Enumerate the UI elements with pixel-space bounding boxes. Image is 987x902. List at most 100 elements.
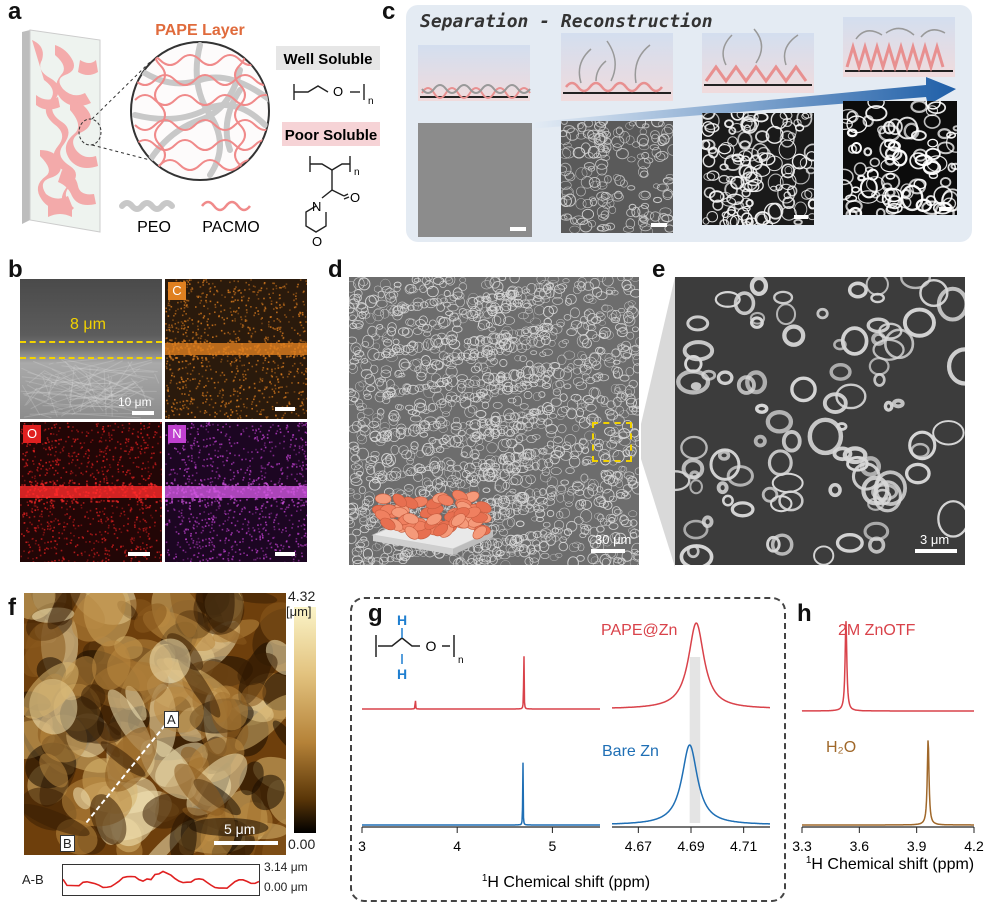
profile-min: 0.00 μm	[264, 880, 308, 894]
ether-oxygen: O	[426, 638, 437, 654]
scale-label: 5 μm	[224, 821, 256, 837]
h-top: H	[397, 612, 407, 628]
profile-line	[85, 718, 171, 824]
layer-bottom-line	[20, 357, 162, 359]
poor-soluble-label: Poor Soluble	[285, 127, 378, 144]
xlabel-h: 1H Chemical shift (ppm)	[806, 855, 974, 873]
sem-stage-3	[702, 113, 814, 225]
well-soluble-box	[276, 46, 380, 70]
colorbar-unit-text: [μm]	[286, 604, 312, 619]
h-tick-label: 3.6	[850, 838, 870, 854]
panel-a: PAPE Layer PEO PACMO Well Soluble O n Po…	[0, 0, 380, 250]
layer-thickness: 8 μm	[70, 316, 106, 333]
sem-top-view: 30 μm	[349, 277, 639, 565]
map-carbon-label: C	[168, 282, 186, 300]
pacmo-structure	[305, 156, 351, 233]
trace-bare-right	[612, 744, 770, 825]
pacmo-ring-oxygen: O	[312, 234, 322, 249]
map-nitrogen-label: N	[168, 425, 186, 443]
layer-top-line	[20, 341, 162, 343]
scale-label: 30 μm	[595, 532, 632, 547]
scale-label: 3 μm	[920, 532, 950, 547]
flake-illustration	[371, 489, 495, 555]
peo-strand	[119, 200, 175, 212]
map-carbon: C	[165, 279, 307, 419]
profile-label: A-B	[22, 872, 44, 887]
zoom-region	[78, 118, 102, 146]
peo-n: n	[368, 96, 374, 107]
xlabel-g: 1H Chemical shift (ppm)	[482, 873, 650, 891]
reconstruction-schematic	[418, 17, 956, 129]
trace-pape-right	[612, 622, 770, 709]
sem-zoom-view: 3 μm	[675, 277, 965, 565]
peo-molecule	[375, 628, 455, 664]
h-tick-label: 3.3	[792, 838, 812, 854]
cross-section-sem: 8 μm 10 μm	[20, 279, 162, 419]
panel-label-e: e	[652, 256, 666, 283]
sem-stage-4	[843, 101, 957, 215]
scale-label: 10 μm	[118, 395, 152, 409]
scale-bar	[591, 549, 625, 553]
film-edge	[22, 30, 30, 224]
height-profile	[62, 864, 260, 896]
poor-soluble-box	[282, 122, 380, 146]
h-tick-label: 3.9	[907, 838, 927, 854]
scale-bar	[214, 841, 278, 845]
colorbar-unit: [μm]	[286, 604, 312, 619]
trace-pape-left	[362, 656, 600, 710]
pape-title: PAPE Layer	[155, 22, 245, 39]
trace-bare-left	[362, 762, 600, 826]
pacmo-oxygen: O	[350, 190, 360, 205]
legend-bare: Bare Zn	[602, 743, 659, 760]
panel-label-a: a	[8, 0, 22, 25]
trace-znotf	[801, 621, 974, 712]
shift-band	[689, 657, 701, 823]
panel-label-d: d	[328, 256, 343, 283]
legend-water: H₂O	[826, 739, 856, 756]
nmr-spectra: H H O n 3 4 5 4.67 4.69 4.71 3.3 3.6 3.9 4.2 PAPE…	[358, 612, 984, 891]
panel-c: Separation - Reconstruction	[406, 5, 972, 242]
panel-c-title: Separation - Reconstruction	[420, 11, 713, 32]
scale-bar	[939, 207, 951, 211]
profile-max: 3.14 μm	[264, 860, 308, 874]
peo-oxygen: O	[333, 84, 343, 99]
peo-label: PEO	[137, 219, 171, 236]
g-left-tick-label: 5	[549, 838, 557, 854]
trace-water	[802, 740, 974, 826]
scale-bar	[794, 215, 808, 219]
panel-label-g: g	[368, 600, 383, 627]
g-left-tick-label: 4	[453, 838, 461, 854]
afm-image: A B 5 μm	[24, 593, 286, 855]
scale-bar	[128, 552, 150, 556]
zoom-box	[592, 422, 632, 462]
g-right-tick-label: 4.71	[730, 838, 757, 854]
g-right-tick-label: 4.69	[677, 838, 704, 854]
scale-bar	[510, 227, 526, 231]
panel-label-f: f	[8, 594, 16, 621]
pape-schematic: PAPE Layer PEO PACMO Well Soluble O n Po…	[22, 22, 380, 249]
pacmo-n: n	[354, 167, 360, 178]
g-right-tick-label: 4.67	[625, 838, 652, 854]
colorbar-min: 0.00	[288, 836, 316, 852]
panel-label-h: h	[797, 600, 812, 627]
point-a: A	[164, 711, 179, 728]
scale-bar	[275, 552, 295, 556]
panel-g-frame	[350, 597, 786, 902]
sem-stage-1	[418, 123, 532, 237]
scale-bar	[915, 549, 957, 553]
pacmo-label: PACMO	[202, 219, 259, 236]
map-nitrogen: N	[165, 422, 307, 562]
scale-bar	[651, 223, 667, 227]
scale-bar	[275, 407, 295, 411]
h-bottom: H	[397, 666, 407, 682]
pacmo-nitrogen: N	[312, 199, 321, 214]
g-left-tick-label: 3	[358, 838, 366, 854]
map-oxygen: O	[20, 422, 162, 562]
sem-stage-2	[561, 121, 673, 233]
panel-label-c: c	[382, 0, 396, 25]
point-b: B	[60, 835, 75, 852]
map-oxygen-label: O	[23, 425, 41, 443]
peo-structure	[293, 84, 365, 100]
scale-bar	[132, 411, 154, 415]
zoom-connector	[641, 277, 675, 567]
